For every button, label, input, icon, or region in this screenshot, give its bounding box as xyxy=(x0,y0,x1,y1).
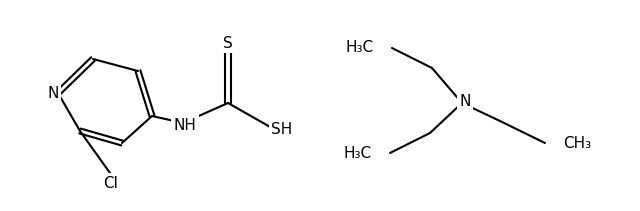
Text: SH: SH xyxy=(271,123,292,138)
Text: H₃C: H₃C xyxy=(344,146,372,161)
Text: Cl: Cl xyxy=(104,176,118,191)
Text: S: S xyxy=(223,35,233,50)
Text: CH₃: CH₃ xyxy=(563,135,591,150)
Text: H₃C: H₃C xyxy=(346,41,374,55)
Text: N: N xyxy=(47,85,59,100)
Text: N: N xyxy=(460,93,470,108)
Text: NH: NH xyxy=(173,118,196,133)
